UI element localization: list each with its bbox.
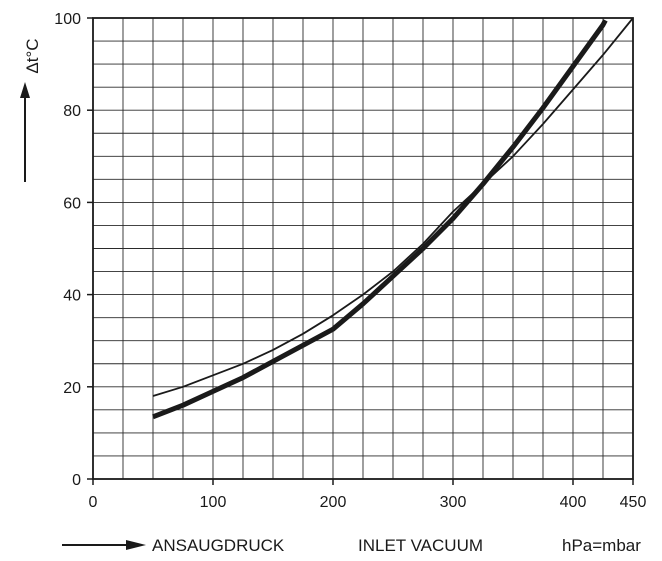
- y-axis-title-group: Δt°C: [20, 38, 42, 182]
- x-tick-label: 450: [620, 494, 647, 511]
- grid: [87, 17, 634, 485]
- x-axis-arrow-head: [126, 540, 146, 550]
- x-axis-label-en: INLET VACUUM: [358, 536, 483, 555]
- x-tick-label: 0: [89, 494, 98, 511]
- y-tick-label: 40: [63, 288, 81, 305]
- y-tick-label: 100: [54, 11, 81, 28]
- y-tick-label: 20: [63, 380, 81, 397]
- x-tick-label: 300: [440, 494, 467, 511]
- y-tick-label: 80: [63, 103, 81, 120]
- x-tick-label: 100: [200, 494, 227, 511]
- x-axis-title-group: ANSAUGDRUCK INLET VACUUM hPa=mbar: [62, 536, 641, 555]
- y-tick-labels: 0 20 40 60 80 100: [54, 11, 81, 489]
- y-axis-arrow-head: [20, 82, 30, 98]
- y-axis-label: Δt°C: [23, 38, 42, 73]
- x-axis-label-de: ANSAUGDRUCK: [152, 536, 285, 555]
- series-layer: [152, 17, 634, 420]
- x-tick-label: 400: [560, 494, 587, 511]
- x-tick-label: 200: [320, 494, 347, 511]
- series-line-thick: [152, 19, 608, 420]
- x-tick-labels: 0 100 200 300 400 450: [89, 494, 647, 511]
- y-tick-label: 60: [63, 195, 81, 212]
- plot-frame: [92, 17, 634, 480]
- x-axis-unit: hPa=mbar: [562, 536, 641, 555]
- series-line-thin: [152, 17, 634, 397]
- y-tick-label: 0: [72, 472, 81, 489]
